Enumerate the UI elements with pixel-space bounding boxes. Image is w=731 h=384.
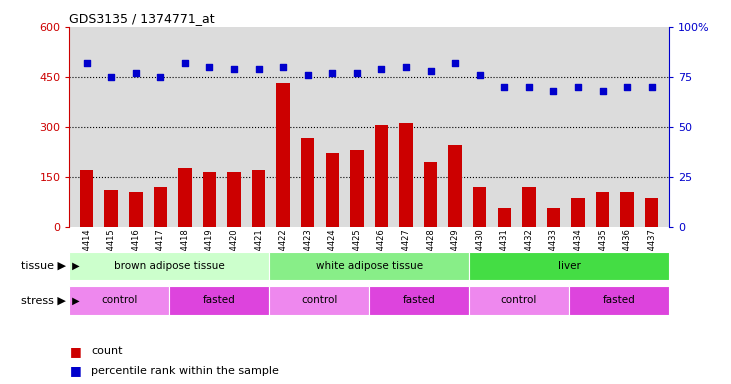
Text: GDS3135 / 1374771_at: GDS3135 / 1374771_at xyxy=(69,12,215,25)
Bar xyxy=(596,192,610,227)
Point xyxy=(253,66,265,72)
Point xyxy=(450,60,461,66)
Point xyxy=(425,68,436,74)
Point xyxy=(596,88,608,94)
Bar xyxy=(129,192,143,227)
Text: brown adipose tissue: brown adipose tissue xyxy=(114,261,224,271)
Bar xyxy=(227,172,240,227)
Bar xyxy=(269,286,369,315)
Bar xyxy=(469,286,569,315)
Point xyxy=(548,88,559,94)
Point xyxy=(327,70,338,76)
Text: ■: ■ xyxy=(69,364,81,377)
Point xyxy=(376,66,387,72)
Text: liver: liver xyxy=(558,261,580,271)
Bar xyxy=(621,192,634,227)
Point xyxy=(572,84,584,90)
Bar xyxy=(80,170,94,227)
Point xyxy=(179,60,191,66)
Text: control: control xyxy=(301,295,338,306)
Point xyxy=(154,74,166,80)
Point xyxy=(474,72,485,78)
Bar xyxy=(105,190,118,227)
Bar xyxy=(424,162,437,227)
Point xyxy=(645,84,657,90)
Point xyxy=(277,64,289,70)
Bar xyxy=(170,286,269,315)
Text: percentile rank within the sample: percentile rank within the sample xyxy=(91,366,279,376)
Bar xyxy=(498,208,511,227)
Point xyxy=(302,72,314,78)
Text: white adipose tissue: white adipose tissue xyxy=(316,261,423,271)
Text: ▶: ▶ xyxy=(69,295,80,306)
Bar xyxy=(301,138,314,227)
Bar xyxy=(399,123,413,227)
Text: ■: ■ xyxy=(69,345,81,358)
Bar xyxy=(448,145,462,227)
Text: stress ▶: stress ▶ xyxy=(21,295,66,306)
Bar xyxy=(369,286,469,315)
Bar xyxy=(469,252,669,280)
Text: fasted: fasted xyxy=(203,295,235,306)
Bar xyxy=(252,170,265,227)
Text: count: count xyxy=(91,346,123,356)
Text: fasted: fasted xyxy=(403,295,436,306)
Bar xyxy=(547,208,560,227)
Point xyxy=(621,84,633,90)
Bar xyxy=(276,83,290,227)
Bar xyxy=(154,187,167,227)
Bar xyxy=(473,187,486,227)
Bar xyxy=(69,252,269,280)
Point xyxy=(204,64,216,70)
Point xyxy=(400,64,412,70)
Bar xyxy=(522,187,536,227)
Bar xyxy=(350,150,363,227)
Point xyxy=(499,84,510,90)
Text: control: control xyxy=(101,295,137,306)
Bar xyxy=(325,153,339,227)
Point xyxy=(228,66,240,72)
Bar xyxy=(202,172,216,227)
Point xyxy=(105,74,117,80)
Bar xyxy=(645,198,659,227)
Point xyxy=(351,70,363,76)
Bar xyxy=(569,286,669,315)
Text: tissue ▶: tissue ▶ xyxy=(20,261,66,271)
Bar xyxy=(269,252,469,280)
Point xyxy=(523,84,534,90)
Text: control: control xyxy=(501,295,537,306)
Point xyxy=(81,60,93,66)
Bar xyxy=(178,168,192,227)
Text: fasted: fasted xyxy=(602,295,635,306)
Text: ▶: ▶ xyxy=(69,261,80,271)
Bar xyxy=(69,286,170,315)
Point xyxy=(130,70,142,76)
Bar xyxy=(375,125,388,227)
Bar xyxy=(571,198,585,227)
